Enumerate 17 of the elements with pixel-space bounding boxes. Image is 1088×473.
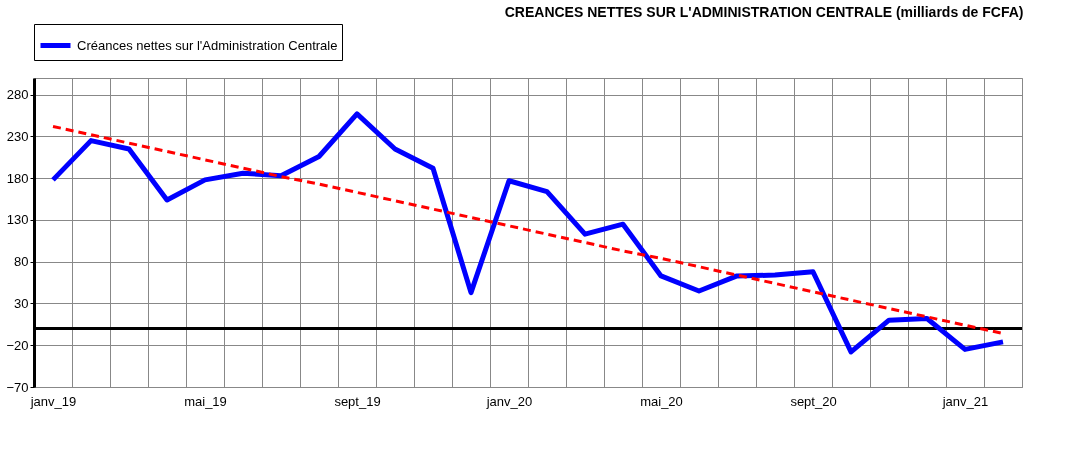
y-tick-label: 280 xyxy=(6,87,29,103)
x-tick-label: mai_19 xyxy=(184,393,227,409)
x-tick-label: janv_20 xyxy=(485,393,533,409)
legend-label: Créances nettes sur l'Administration Centrale xyxy=(77,37,338,53)
y-tick-label: 180 xyxy=(6,170,29,186)
x-tick-label: mai_20 xyxy=(640,393,683,409)
x-tick-label: janv_19 xyxy=(29,393,77,409)
x-tick-label: sept_20 xyxy=(790,393,837,409)
y-tick-label: −70 xyxy=(6,379,29,395)
x-tick-label: janv_21 xyxy=(941,393,989,409)
chart-title: CREANCES NETTES SUR L'ADMINISTRATION CENTRALE (milliards de FCFA) xyxy=(504,3,1024,20)
y-tick-label: −20 xyxy=(6,337,29,353)
y-tick-label: 30 xyxy=(14,295,29,311)
y-tick-label: 230 xyxy=(6,128,29,144)
x-tick-label: sept_19 xyxy=(334,393,381,409)
y-tick-label: 80 xyxy=(14,254,29,270)
y-tick-label: 130 xyxy=(6,212,29,228)
